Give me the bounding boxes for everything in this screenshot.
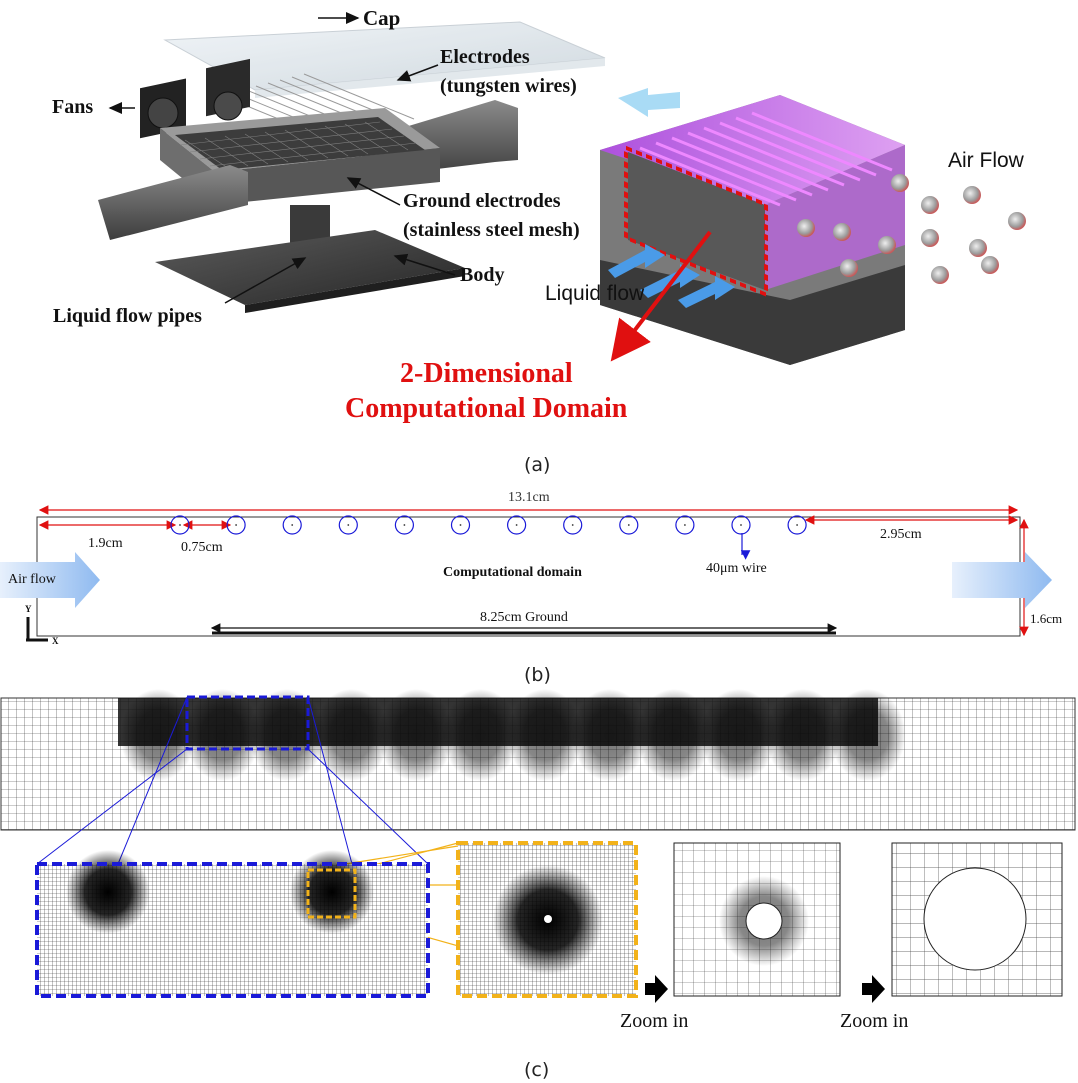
label-liquid-flow-pipes: Liquid flow pipes (53, 305, 202, 327)
label-height: 1.6cm (1030, 611, 1063, 626)
caption-a: (a) (524, 454, 551, 476)
dense-mesh-blob (571, 689, 648, 781)
base-plate (155, 205, 465, 313)
wire-center-dot (627, 524, 630, 526)
dense-mesh-blob (378, 689, 454, 781)
dense-node-left (66, 850, 150, 934)
label-computational-domain: Computational domain (443, 565, 582, 580)
wire-center-dot (740, 524, 742, 526)
wire-center-dot (347, 524, 350, 526)
label-ground-sub: (stainless steel mesh) (403, 219, 580, 241)
label-electrodes-sub: (tungsten wires) (440, 75, 577, 97)
label-ground-electrodes: Ground electrodes (403, 190, 561, 212)
label-first-offset: 1.9cm (88, 536, 123, 551)
panel-c: Zoom in Zoom in (c) (0, 685, 1078, 1083)
label-axis-y: Y (25, 604, 32, 614)
axis-glyph (26, 617, 48, 642)
air-inlet-arrow (0, 552, 100, 608)
wire-center-dot (684, 524, 686, 526)
wire-circle (450, 515, 471, 535)
wire-center-dot (179, 524, 181, 526)
dense-mesh-blob (636, 689, 712, 781)
domain-pointer-arrow (610, 230, 712, 362)
wire-circle (394, 515, 414, 535)
label-air-flow: Air Flow (948, 149, 1024, 172)
dense-mesh-regions (120, 689, 906, 781)
label-last-offset: 2.95cm (880, 527, 922, 542)
wire-circle (338, 515, 358, 535)
wire-circle (675, 515, 695, 535)
wire-circle (226, 515, 246, 535)
label-domain-line1: 2-Dimensional (400, 358, 573, 389)
wire-circle (170, 515, 190, 535)
wire-center-dot (515, 524, 518, 526)
dense-mesh-blob (442, 689, 519, 781)
wire-circle (619, 515, 639, 535)
label-body: Body (460, 264, 505, 286)
wire-hole-small (544, 915, 552, 923)
wire-circle (282, 515, 302, 535)
label-spacing: 0.75cm (181, 540, 223, 555)
zoom-box-blue (185, 695, 310, 751)
dense-mesh-blob (120, 689, 196, 781)
wire-center-dot (796, 524, 798, 526)
label-zoom-in-1: Zoom in (620, 1010, 689, 1032)
ground-mesh (179, 121, 417, 169)
fan-icon (140, 58, 250, 139)
label-domain-line2: Computational Domain (345, 393, 628, 424)
panel-a: Cap Electrodes (tungsten wires) Fans Gro… (0, 0, 1078, 480)
left-side-plate (98, 165, 248, 240)
label-air-flow-b: Air flow (8, 572, 56, 587)
label-cap: Cap (363, 6, 401, 30)
caption-c: (c) (524, 1059, 550, 1081)
wire-center-dot (459, 524, 462, 526)
label-zoom-in-2: Zoom in (840, 1010, 909, 1032)
mesh-figure (0, 689, 1076, 1003)
wire-circle (731, 515, 751, 535)
zoom-box-gold-small (306, 868, 357, 919)
label-liquid-flow: Liquid flow (545, 282, 645, 305)
label-axis-x: X (52, 636, 59, 646)
air-outlet-arrow-b (952, 552, 1052, 608)
label-fans: Fans (52, 96, 94, 118)
label-electrodes: Electrodes (440, 46, 530, 68)
wire-hole-large (923, 867, 1027, 971)
zoom-box-gold-panel (456, 841, 638, 998)
label-total-length: 13.1cm (508, 490, 550, 505)
dense-mesh-blob (313, 689, 390, 781)
panel-b: 13.1cm 1.9cm 0.75cm 2.95cm 1.6cm 40μm wi… (0, 480, 1078, 686)
dense-mesh-blob (249, 689, 325, 781)
dense-mesh-blob (765, 689, 841, 781)
zoom-box-blue-panel (35, 862, 430, 998)
wire-circle (787, 515, 807, 535)
leader-lines (108, 12, 456, 304)
wire-center-dot (571, 524, 574, 526)
zoom-connectors-blue (36, 696, 429, 865)
wire-circle (563, 515, 583, 535)
plasma-wires (639, 111, 893, 207)
dense-mesh-blob (184, 689, 261, 781)
wire-circle (506, 515, 527, 535)
caption-b: (b) (524, 664, 551, 686)
dense-mesh-blob (507, 689, 583, 781)
wire-hole-medium (745, 902, 783, 940)
dense-mesh-blob (829, 689, 906, 781)
wire-center-dot (235, 524, 238, 526)
zoom-arrow-2 (862, 975, 885, 1003)
dense-mesh-blob (700, 689, 777, 781)
label-wire: 40μm wire (706, 561, 767, 576)
zoom-arrow-1 (645, 975, 668, 1003)
label-ground: 8.25cm Ground (480, 610, 568, 625)
domain-highlight-box (624, 145, 768, 298)
air-outlet-arrow (618, 88, 680, 117)
particles (797, 174, 1026, 284)
wire-row (170, 515, 807, 535)
wire-center-dot (291, 524, 294, 526)
domain-schematic (0, 505, 1052, 642)
exploded-device-illustration (98, 12, 1026, 365)
wire-center-dot (403, 524, 406, 526)
